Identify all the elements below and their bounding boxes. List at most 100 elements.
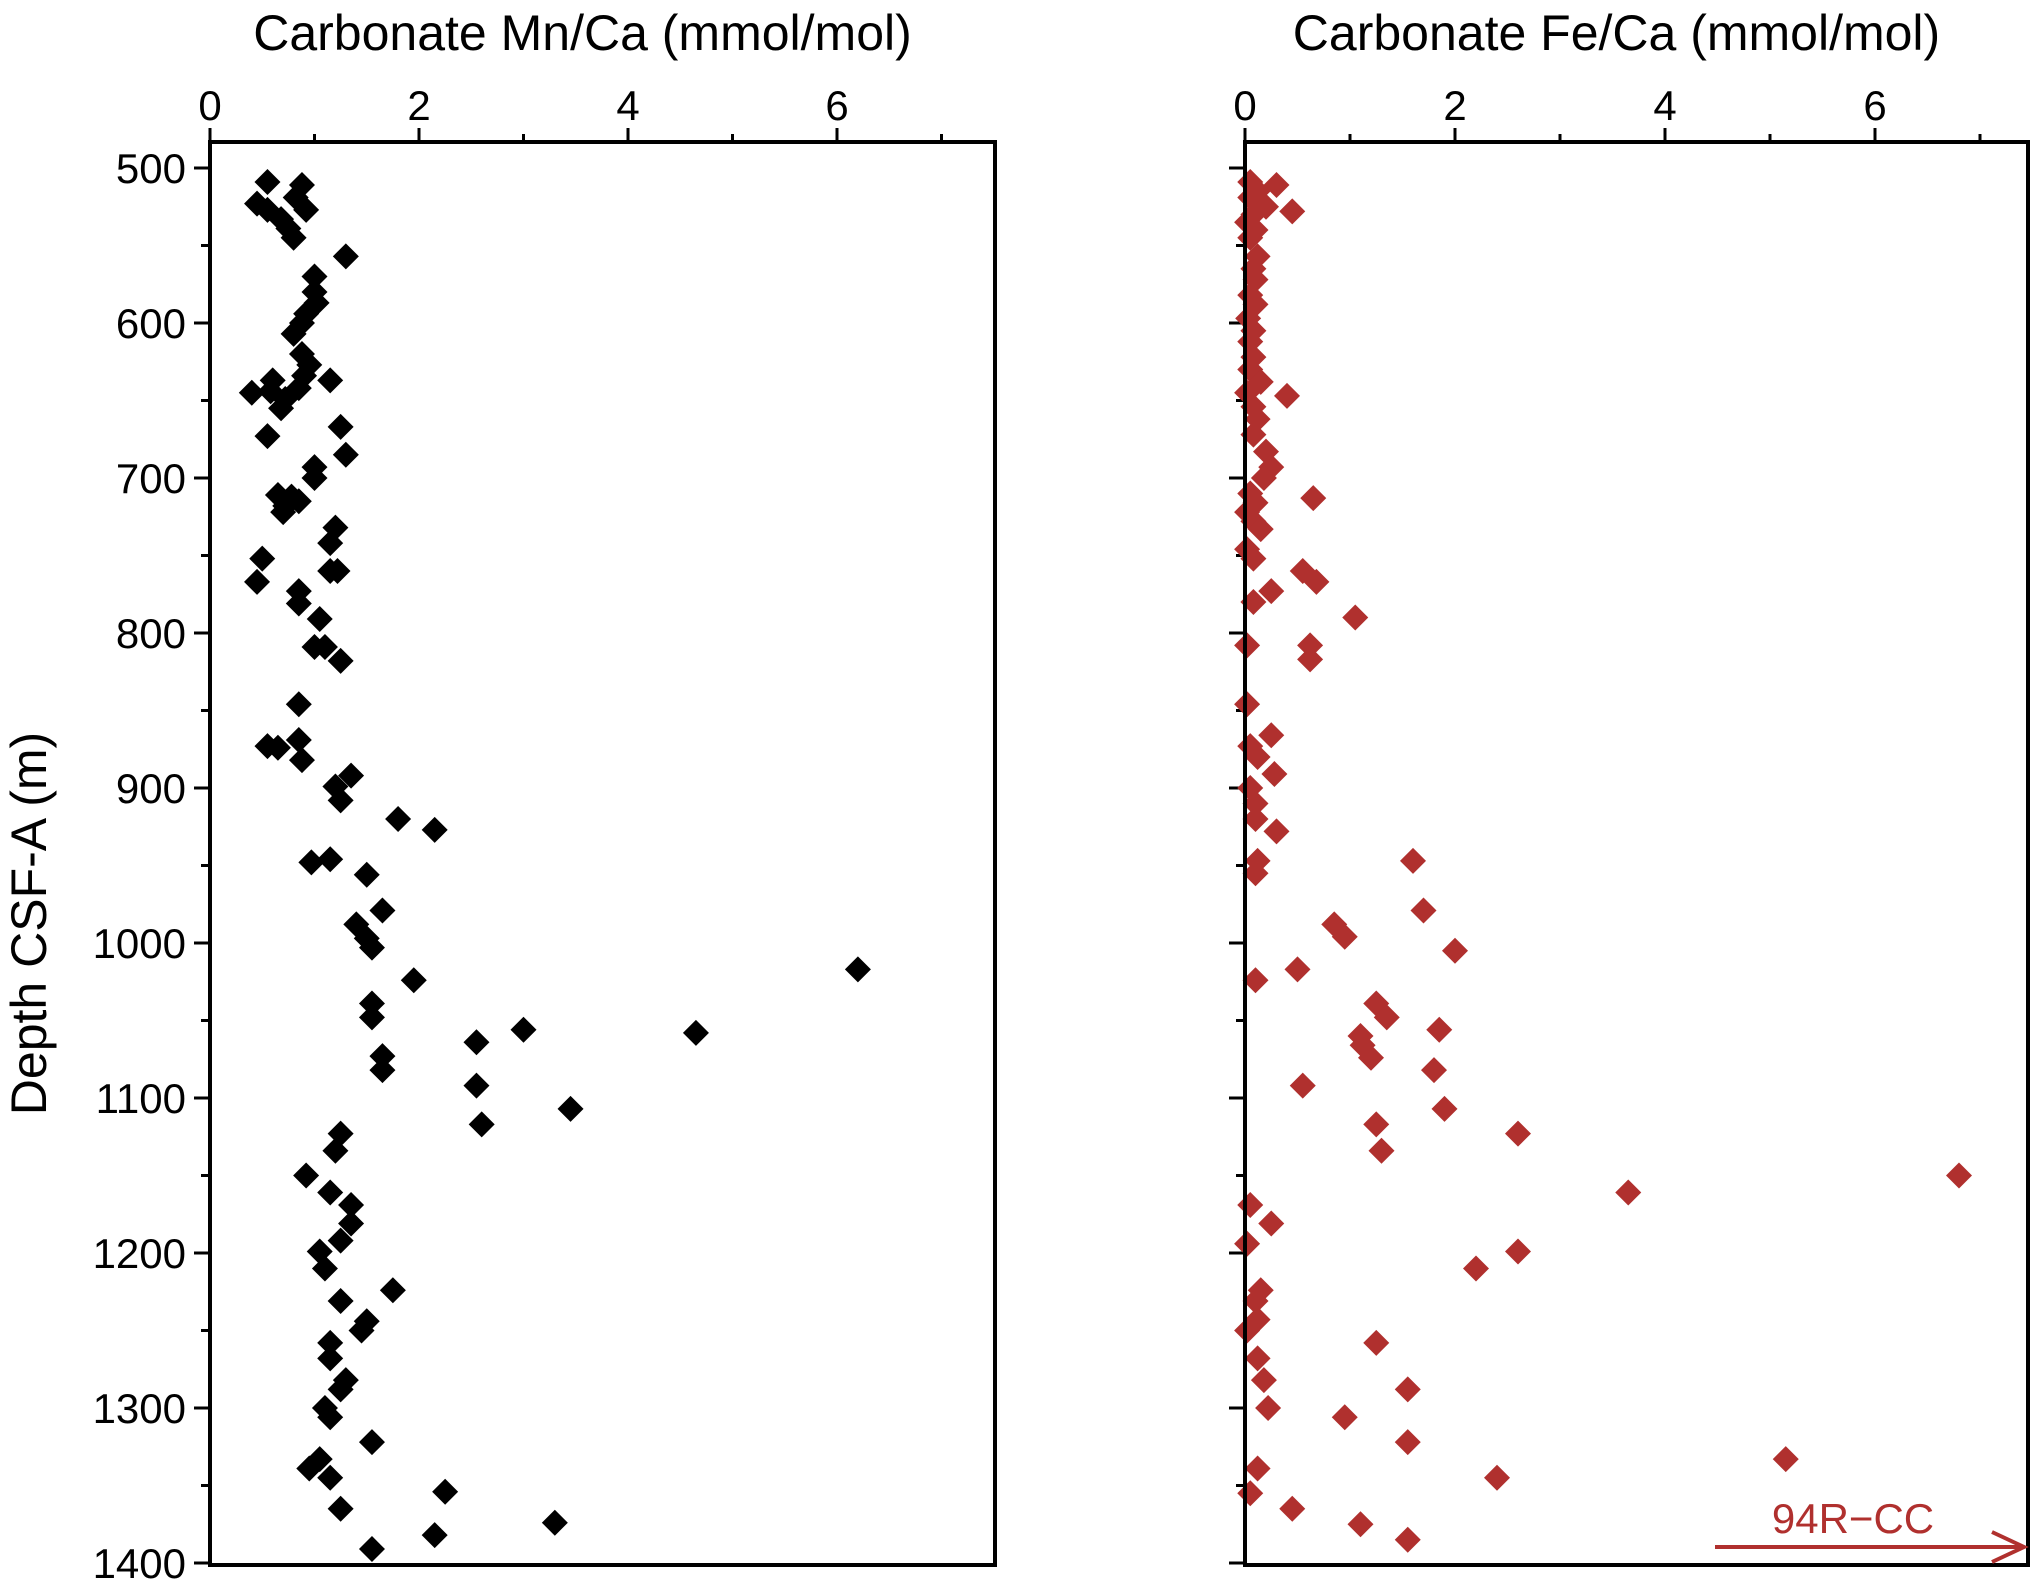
data-point	[1615, 1179, 1642, 1206]
data-point	[1261, 761, 1288, 788]
data-point	[348, 1317, 375, 1344]
data-point	[1363, 1111, 1390, 1138]
data-point	[385, 806, 412, 832]
data-point	[327, 647, 354, 674]
data-point	[353, 861, 380, 888]
data-point	[249, 545, 276, 572]
data-point	[463, 1072, 490, 1099]
data-point	[1247, 516, 1274, 543]
data-point	[1772, 1446, 1799, 1473]
y-tick-label: 500	[116, 145, 186, 192]
y-tick-label: 1000	[93, 920, 186, 967]
data-point	[1242, 860, 1269, 887]
data-point	[1363, 1329, 1390, 1356]
data-point	[306, 606, 333, 633]
data-point	[327, 1495, 354, 1522]
mn-ca-title: Carbonate Mn/Ca (mmol/mol)	[253, 5, 912, 61]
data-point	[358, 1429, 385, 1456]
x-tick-label: 0	[1233, 82, 1256, 129]
data-point	[1279, 1495, 1306, 1522]
data-point	[1234, 691, 1261, 718]
data-point	[1289, 1072, 1316, 1099]
data-point	[285, 726, 312, 753]
data-point	[270, 499, 297, 526]
data-point	[358, 990, 385, 1017]
data-point	[682, 1019, 709, 1046]
data-point	[293, 196, 320, 223]
data-point	[1373, 1004, 1400, 1031]
y-axis-label: Depth CSF-A (m)	[1, 732, 57, 1115]
data-point	[421, 1522, 448, 1549]
data-point	[1368, 1137, 1395, 1164]
y-tick-label: 600	[116, 300, 186, 347]
data-point	[1242, 806, 1269, 832]
annotation-arrow-head	[1991, 1530, 2029, 1564]
data-point	[1303, 568, 1330, 595]
data-point	[1234, 632, 1261, 659]
data-point	[1255, 1395, 1282, 1421]
data-point	[557, 1095, 584, 1122]
data-point	[1234, 1317, 1261, 1344]
data-point	[293, 1162, 320, 1189]
data-point	[1394, 1526, 1421, 1553]
data-point	[1442, 937, 1468, 964]
data-point	[317, 1179, 344, 1206]
y-tick-label: 900	[116, 765, 186, 812]
data-point	[254, 423, 281, 450]
annotation-label: 94R−CC	[1772, 1495, 1934, 1542]
fe-ca-plot-frame	[1243, 140, 2030, 1567]
data-point	[280, 224, 307, 251]
data-point	[1258, 578, 1285, 605]
data-point	[432, 1478, 459, 1505]
data-point	[317, 530, 344, 557]
data-point	[327, 1288, 354, 1315]
x-tick-label: 2	[407, 82, 430, 129]
data-point	[1347, 1511, 1374, 1538]
data-point	[317, 1404, 344, 1431]
y-tick-label: 700	[116, 455, 186, 502]
data-point	[1358, 1044, 1384, 1071]
mn-ca-ticks: 0 2 4 6 500 600 700 800 900 1000 1100 1200 1300 1400	[93, 82, 943, 1587]
data-point	[1258, 722, 1285, 749]
data-point	[327, 413, 354, 440]
x-tick-label: 2	[1443, 82, 1466, 129]
y-tick-label: 1200	[93, 1230, 186, 1277]
data-point	[322, 1137, 349, 1164]
x-tick-label: 4	[1653, 82, 1676, 129]
data-point	[311, 633, 338, 660]
data-point	[317, 1345, 344, 1372]
data-point	[1237, 1191, 1264, 1218]
data-point	[421, 816, 448, 843]
data-point	[358, 934, 385, 961]
data-point	[844, 956, 871, 983]
data-point	[1394, 1376, 1421, 1403]
data-point	[1250, 1367, 1277, 1394]
data-point	[1463, 1255, 1489, 1282]
data-point	[1484, 1464, 1510, 1491]
data-point	[541, 1509, 568, 1536]
data-point	[301, 465, 328, 491]
data-point	[369, 1043, 396, 1070]
data-point	[1263, 818, 1290, 845]
data-point	[280, 320, 307, 347]
data-point	[369, 1057, 396, 1084]
data-point	[358, 1536, 385, 1563]
data-point	[1505, 1238, 1531, 1265]
y-tick-label: 1400	[93, 1540, 186, 1587]
y-tick-label: 1100	[96, 1075, 186, 1122]
data-point	[1284, 956, 1311, 983]
data-point	[268, 395, 295, 422]
data-point	[327, 1376, 354, 1403]
fe-ca-points	[1234, 168, 1972, 1553]
data-point	[1242, 1288, 1269, 1315]
data-point	[1431, 1095, 1458, 1122]
data-point	[1258, 1210, 1285, 1237]
data-point	[1331, 1404, 1358, 1431]
data-point	[327, 787, 354, 814]
data-point	[338, 1191, 365, 1218]
fe-ca-title: Carbonate Fe/Ca (mmol/mol)	[1293, 5, 1940, 61]
data-point	[1410, 897, 1437, 924]
data-point	[1297, 632, 1324, 659]
y-tick-label: 1300	[93, 1385, 186, 1432]
